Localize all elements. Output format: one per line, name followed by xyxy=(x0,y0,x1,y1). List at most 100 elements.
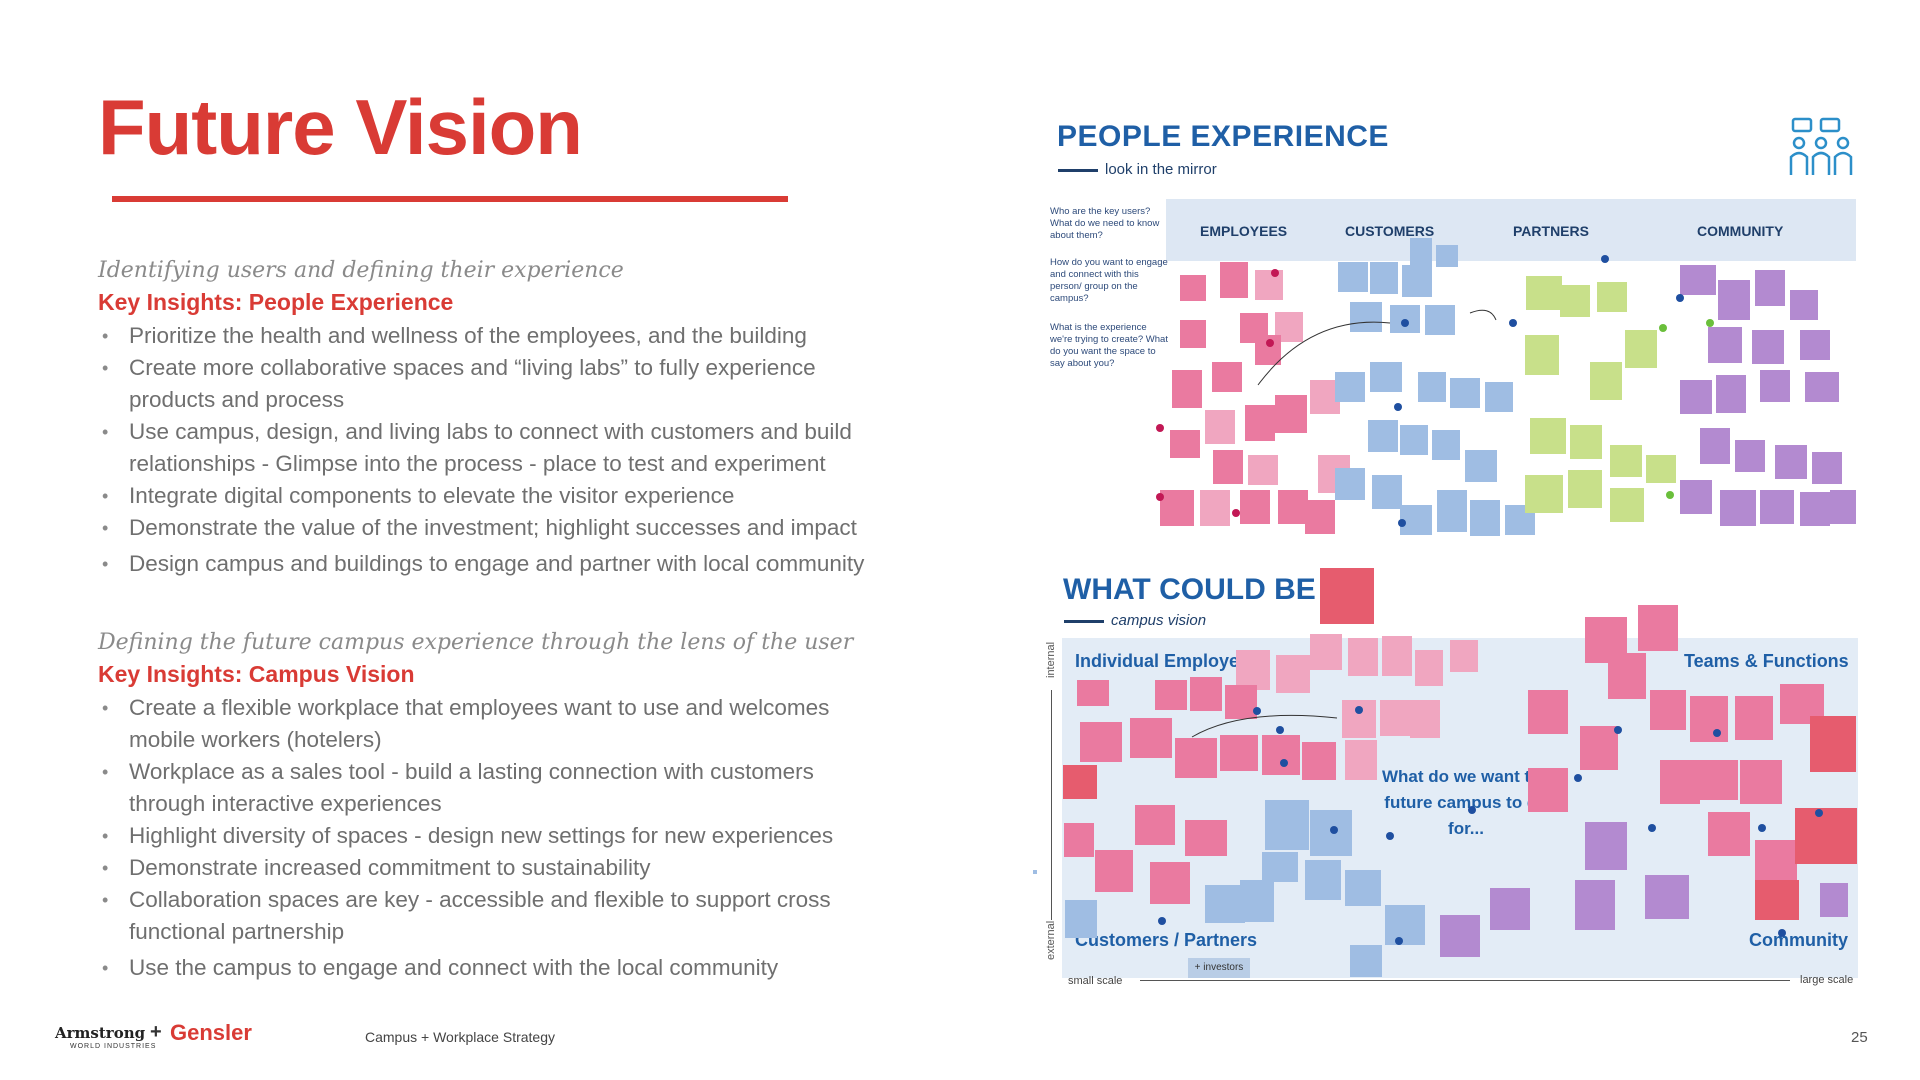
vertical-axis xyxy=(1051,690,1052,920)
sticky-note xyxy=(1400,425,1428,455)
sticky-note xyxy=(1213,450,1243,484)
sticky-note xyxy=(1348,638,1378,676)
sticky-note xyxy=(1650,690,1686,730)
subtitle-dash xyxy=(1058,169,1098,172)
sticky-note xyxy=(1660,760,1700,804)
sticky-note xyxy=(1812,452,1842,484)
column-employees: EMPLOYEES xyxy=(1200,223,1288,239)
sticky-note xyxy=(1262,735,1300,775)
sticky-note xyxy=(1690,696,1728,742)
armstrong-logo-sub: WORLD INDUSTRIES xyxy=(70,1043,157,1050)
subtitle-dash xyxy=(1064,620,1104,623)
campus-vision-insights: Defining the future campus experience th… xyxy=(98,630,898,984)
sticky-note xyxy=(1450,378,1480,408)
sticky-note xyxy=(1820,883,1848,917)
sticky-note xyxy=(1418,372,1446,402)
scale-label-large: large scale xyxy=(1800,974,1854,986)
people-experience-subtitle: look in the mirror xyxy=(1105,161,1217,178)
page-number: 25 xyxy=(1851,1029,1868,1046)
armstrong-logo: Armstrong xyxy=(55,1024,146,1042)
sticky-note xyxy=(1245,405,1275,441)
sticky-note xyxy=(1305,860,1341,900)
sticky-note xyxy=(1220,262,1248,298)
sticky-note xyxy=(1645,875,1689,919)
sticky-note xyxy=(1610,488,1644,522)
axis-label-external: external xyxy=(1045,920,1057,960)
sticky-note xyxy=(1410,700,1440,738)
list-item: Workplace as a sales tool - build a last… xyxy=(98,756,869,820)
sticky-note xyxy=(1425,305,1455,335)
sticky-note xyxy=(1064,823,1094,857)
sticky-note xyxy=(1570,425,1602,459)
sticky-note xyxy=(1350,945,1382,977)
sticky-note xyxy=(1380,700,1410,736)
sticky-note xyxy=(1740,760,1782,804)
sticky-note xyxy=(1080,722,1122,762)
sticky-note xyxy=(1450,640,1478,672)
sticky-note xyxy=(1160,490,1194,526)
sticky-note xyxy=(1278,490,1308,524)
quadrant-customers-partners: Customers / Partners xyxy=(1075,930,1258,950)
sticky-note xyxy=(1485,382,1513,412)
sticky-note xyxy=(1400,505,1432,535)
sticky-note xyxy=(1735,440,1765,472)
list-item: Design campus and buildings to engage an… xyxy=(98,548,949,580)
quadrant-individual-employee: Individual Employee xyxy=(1075,651,1250,671)
list-item: Highlight diversity of spaces - design n… xyxy=(98,820,919,852)
sticky-note xyxy=(1310,634,1342,670)
sticky-note xyxy=(1033,870,1037,874)
sticky-note xyxy=(1335,468,1365,500)
sticky-note xyxy=(1410,238,1432,268)
sticky-note xyxy=(1760,490,1794,524)
column-customers: CUSTOMERS xyxy=(1345,223,1435,239)
sticky-note xyxy=(1775,445,1807,479)
section-heading: Key Insights: People Experience xyxy=(98,289,454,315)
sticky-note xyxy=(1610,445,1642,477)
sticky-note xyxy=(1680,265,1716,295)
column-community: COMMUNITY xyxy=(1697,223,1784,239)
sticky-note xyxy=(1155,680,1187,710)
what-could-be-title: WHAT COULD BE xyxy=(1063,573,1316,606)
sticky-note xyxy=(1185,820,1227,856)
sticky-note xyxy=(1580,726,1618,770)
sticky-note xyxy=(1220,735,1258,771)
sticky-note xyxy=(1590,362,1622,400)
sticky-note xyxy=(1436,245,1458,267)
sticky-note xyxy=(1597,282,1627,312)
sticky-note xyxy=(1790,290,1818,320)
sticky-note xyxy=(1240,880,1274,922)
sticky-note xyxy=(1490,888,1530,930)
sticky-note xyxy=(1800,492,1830,526)
sticky-note xyxy=(1800,330,1830,360)
sticky-note xyxy=(1335,372,1365,402)
sticky-note xyxy=(1077,680,1109,706)
investors-note: + investors xyxy=(1188,958,1250,978)
sticky-note xyxy=(1212,362,1242,392)
list-item: Collaboration spaces are key - accessibl… xyxy=(98,884,869,948)
sticky-note xyxy=(1415,650,1443,686)
sticky-note xyxy=(1372,475,1402,509)
sticky-note xyxy=(1470,500,1500,536)
sticky-note xyxy=(1172,370,1202,408)
list-item: Create more collaborative spaces and “li… xyxy=(98,352,869,416)
sticky-note xyxy=(1180,320,1206,348)
sticky-note xyxy=(1276,655,1310,693)
sticky-note xyxy=(1560,285,1590,317)
sticky-note xyxy=(1370,362,1402,392)
sticky-note xyxy=(1368,420,1398,452)
sticky-note xyxy=(1465,450,1497,482)
section-heading: Key Insights: Campus Vision xyxy=(98,661,415,687)
sticky-note xyxy=(1345,740,1377,780)
sticky-note xyxy=(1585,822,1627,870)
axis-label-internal: internal xyxy=(1045,641,1057,678)
sticky-note xyxy=(1638,605,1678,651)
quadrant-community: Community xyxy=(1749,930,1848,950)
what-could-be-subtitle: campus vision xyxy=(1111,612,1207,629)
sticky-note xyxy=(1760,370,1790,402)
section-subtitle: Defining the future campus experience th… xyxy=(98,630,854,655)
title-underline xyxy=(112,196,788,202)
sticky-note xyxy=(1130,718,1172,758)
sticky-note xyxy=(1700,760,1738,800)
sticky-note xyxy=(1528,768,1568,812)
sticky-note xyxy=(1065,900,1097,938)
